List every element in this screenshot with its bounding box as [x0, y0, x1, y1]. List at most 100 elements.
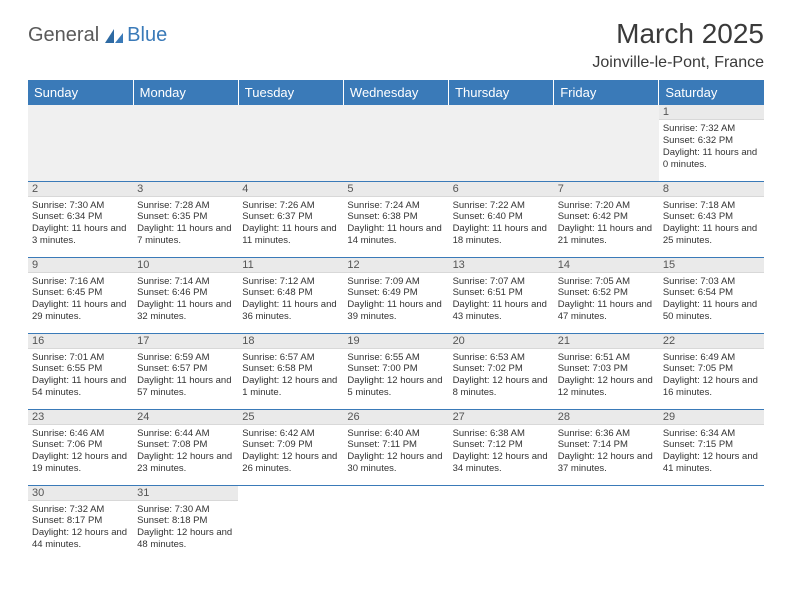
calendar-row: 9Sunrise: 7:16 AMSunset: 6:45 PMDaylight…: [28, 257, 764, 333]
daylight-text: Daylight: 12 hours and 48 minutes.: [137, 527, 234, 551]
logo-text-blue: Blue: [127, 24, 167, 47]
calendar-cell: 13 Sunrise: 7:07 AMSunset: 6:51 PMDayligh…: [449, 257, 554, 333]
calendar-cell: 26Sunrise: 6:40 AMSunset: 7:11 PMDayligh…: [343, 409, 448, 485]
sunrise-text: Sunrise: 6:49 AM: [663, 352, 760, 364]
day-details: Sunrise: 6:59 AMSunset: 6:57 PMDaylight:…: [133, 351, 238, 402]
sunrise-text: Sunrise: 7:05 AM: [558, 276, 655, 288]
day-number: 9: [28, 258, 133, 273]
day-details: Sunrise: 6:44 AMSunset: 7:08 PMDaylight:…: [133, 427, 238, 478]
sunrise-text: Sunrise: 7:24 AM: [347, 200, 444, 212]
day-number: 22: [659, 334, 764, 349]
day-header: Saturday: [659, 80, 764, 105]
sunrise-text: Sunrise: 7:20 AM: [558, 200, 655, 212]
day-details: Sunrise: 7:01 AMSunset: 6:55 PMDaylight:…: [28, 351, 133, 402]
sunrise-text: Sunrise: 6:34 AM: [663, 428, 760, 440]
day-header: Friday: [554, 80, 659, 105]
sunrise-text: Sunrise: 7:32 AM: [663, 123, 760, 135]
daylight-text: Daylight: 11 hours and 50 minutes.: [663, 299, 760, 323]
day-details: Sunrise: 6:53 AMSunset: 7:02 PMDaylight:…: [449, 351, 554, 402]
calendar-cell: 6 Sunrise: 7:22 AMSunset: 6:40 PMDaylight…: [449, 181, 554, 257]
calendar-cell: 29 Sunrise: 6:34 AMSunset: 7:15 PMDayligh…: [659, 409, 764, 485]
day-header-row: Sunday Monday Tuesday Wednesday Thursday…: [28, 80, 764, 105]
daylight-text: Daylight: 11 hours and 14 minutes.: [347, 223, 444, 247]
sunrise-text: Sunrise: 7:14 AM: [137, 276, 234, 288]
sunset-text: Sunset: 6:38 PM: [347, 211, 444, 223]
sunrise-text: Sunrise: 6:42 AM: [242, 428, 339, 440]
calendar-cell: 23Sunrise: 6:46 AMSunset: 7:06 PMDayligh…: [28, 409, 133, 485]
day-details: Sunrise: 7:22 AMSunset: 6:40 PMDaylight:…: [449, 199, 554, 250]
day-number: 25: [238, 410, 343, 425]
day-details: Sunrise: 6:46 AMSunset: 7:06 PMDaylight:…: [28, 427, 133, 478]
calendar-table: Sunday Monday Tuesday Wednesday Thursday…: [28, 80, 764, 562]
day-details: Sunrise: 7:20 AMSunset: 6:42 PMDaylight:…: [554, 199, 659, 250]
sunset-text: Sunset: 6:57 PM: [137, 363, 234, 375]
calendar-cell: 15Sunrise: 7:03 AMSunset: 6:54 PMDayligh…: [659, 257, 764, 333]
sunrise-text: Sunrise: 6:40 AM: [347, 428, 444, 440]
sunset-text: Sunset: 6:35 PM: [137, 211, 234, 223]
day-details: Sunrise: 7:30 AMSunset: 6:34 PMDaylight:…: [28, 199, 133, 250]
day-number: 3: [133, 182, 238, 197]
sunset-text: Sunset: 7:09 PM: [242, 439, 339, 451]
calendar-cell: [554, 485, 659, 561]
day-number: 11: [238, 258, 343, 273]
sunset-text: Sunset: 7:11 PM: [347, 439, 444, 451]
sunset-text: Sunset: 6:54 PM: [663, 287, 760, 299]
calendar-cell: [343, 105, 448, 181]
day-number: 26: [343, 410, 448, 425]
daylight-text: Daylight: 12 hours and 5 minutes.: [347, 375, 444, 399]
daylight-text: Daylight: 12 hours and 23 minutes.: [137, 451, 234, 475]
sunset-text: Sunset: 8:17 PM: [32, 515, 129, 527]
daylight-text: Daylight: 12 hours and 12 minutes.: [558, 375, 655, 399]
day-number: 6: [449, 182, 554, 197]
day-details: Sunrise: 7:16 AMSunset: 6:45 PMDaylight:…: [28, 275, 133, 326]
sunrise-text: Sunrise: 7:01 AM: [32, 352, 129, 364]
day-number: 31: [133, 486, 238, 501]
daylight-text: Daylight: 12 hours and 34 minutes.: [453, 451, 550, 475]
day-details: Sunrise: 6:34 AMSunset: 7:15 PMDaylight:…: [659, 427, 764, 478]
sunset-text: Sunset: 6:55 PM: [32, 363, 129, 375]
calendar-cell: 25 Sunrise: 6:42 AMSunset: 7:09 PMDayligh…: [238, 409, 343, 485]
daylight-text: Daylight: 11 hours and 3 minutes.: [32, 223, 129, 247]
sunset-text: Sunset: 6:37 PM: [242, 211, 339, 223]
day-number: 2: [28, 182, 133, 197]
calendar-cell: 1Sunrise: 7:32 AMSunset: 6:32 PMDaylight…: [659, 105, 764, 181]
day-number: 13: [449, 258, 554, 273]
day-details: Sunrise: 6:49 AMSunset: 7:05 PMDaylight:…: [659, 351, 764, 402]
calendar-cell: 19Sunrise: 6:55 AMSunset: 7:00 PMDayligh…: [343, 333, 448, 409]
sunrise-text: Sunrise: 7:30 AM: [32, 200, 129, 212]
day-details: Sunrise: 7:24 AMSunset: 6:38 PMDaylight:…: [343, 199, 448, 250]
sunrise-text: Sunrise: 6:38 AM: [453, 428, 550, 440]
sunset-text: Sunset: 6:34 PM: [32, 211, 129, 223]
calendar-cell: 21Sunrise: 6:51 AMSunset: 7:03 PMDayligh…: [554, 333, 659, 409]
sunset-text: Sunset: 6:58 PM: [242, 363, 339, 375]
calendar-cell: 4Sunrise: 7:26 AMSunset: 6:37 PMDaylight…: [238, 181, 343, 257]
day-details: Sunrise: 6:38 AMSunset: 7:12 PMDaylight:…: [449, 427, 554, 478]
day-number: 5: [343, 182, 448, 197]
sunset-text: Sunset: 6:46 PM: [137, 287, 234, 299]
sunset-text: Sunset: 6:45 PM: [32, 287, 129, 299]
sunset-text: Sunset: 6:48 PM: [242, 287, 339, 299]
calendar-row: 23Sunrise: 6:46 AMSunset: 7:06 PMDayligh…: [28, 409, 764, 485]
day-details: Sunrise: 6:42 AMSunset: 7:09 PMDaylight:…: [238, 427, 343, 478]
logo-sail-icon: [103, 27, 125, 45]
day-header: Tuesday: [238, 80, 343, 105]
daylight-text: Daylight: 11 hours and 21 minutes.: [558, 223, 655, 247]
day-number: 29: [659, 410, 764, 425]
calendar-cell: [238, 105, 343, 181]
day-header: Sunday: [28, 80, 133, 105]
day-details: Sunrise: 7:07 AMSunset: 6:51 PMDaylight:…: [449, 275, 554, 326]
sunset-text: Sunset: 7:03 PM: [558, 363, 655, 375]
calendar-cell: 30Sunrise: 7:32 AMSunset: 8:17 PMDayligh…: [28, 485, 133, 561]
daylight-text: Daylight: 11 hours and 11 minutes.: [242, 223, 339, 247]
calendar-cell: 8Sunrise: 7:18 AMSunset: 6:43 PMDaylight…: [659, 181, 764, 257]
calendar-cell: [238, 485, 343, 561]
sunrise-text: Sunrise: 7:09 AM: [347, 276, 444, 288]
calendar-cell: 14Sunrise: 7:05 AMSunset: 6:52 PMDayligh…: [554, 257, 659, 333]
sunrise-text: Sunrise: 7:07 AM: [453, 276, 550, 288]
day-number: 4: [238, 182, 343, 197]
calendar-cell: 24Sunrise: 6:44 AMSunset: 7:08 PMDayligh…: [133, 409, 238, 485]
sunrise-text: Sunrise: 7:12 AM: [242, 276, 339, 288]
sunrise-text: Sunrise: 6:51 AM: [558, 352, 655, 364]
sunrise-text: Sunrise: 7:16 AM: [32, 276, 129, 288]
daylight-text: Daylight: 11 hours and 57 minutes.: [137, 375, 234, 399]
